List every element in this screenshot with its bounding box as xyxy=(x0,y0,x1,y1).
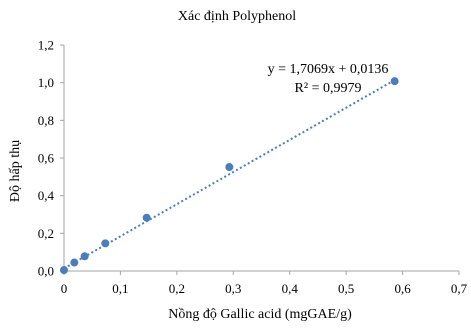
x-tick-label: 0,7 xyxy=(451,281,468,296)
data-point xyxy=(80,252,89,261)
y-axis-title: Độ hấp thụ xyxy=(8,140,23,202)
trendline xyxy=(63,79,396,270)
trendline-r-squared: R² = 0,9979 xyxy=(295,81,362,96)
x-tick-label: 0,3 xyxy=(225,281,241,296)
trendline-group xyxy=(63,79,396,270)
y-tick-label: 0,0 xyxy=(38,264,54,279)
data-point xyxy=(390,77,399,86)
y-tick-label: 1,2 xyxy=(38,38,54,53)
axes xyxy=(60,44,460,275)
data-point xyxy=(142,213,151,222)
y-tick-label: 0,8 xyxy=(38,113,54,128)
y-tick-label: 0,2 xyxy=(38,226,54,241)
data-point xyxy=(60,266,68,275)
data-point xyxy=(101,239,110,248)
data-point xyxy=(70,258,79,267)
y-tick-label: 1,0 xyxy=(38,75,54,90)
x-tick-label: 0 xyxy=(61,281,68,296)
x-axis-title: Nồng độ Gallic acid (mgGAE/g) xyxy=(168,307,352,322)
x-tick-labels: 0 0,1 0,2 0,3 0,4 0,5 0,6 0,7 xyxy=(61,281,468,296)
y-tick-labels: 0,0 0,2 0,4 0,6 0,8 1,0 1,2 xyxy=(38,38,55,279)
data-points xyxy=(60,77,399,275)
x-tick-label: 0,6 xyxy=(394,281,411,296)
chart-title: Xác định Polyphenol xyxy=(178,9,296,24)
x-tick-label: 0,4 xyxy=(282,281,299,296)
x-tick-label: 0,1 xyxy=(112,281,128,296)
x-tick-label: 0,5 xyxy=(338,281,354,296)
y-tick-label: 0,6 xyxy=(38,151,55,166)
y-tick-label: 0,4 xyxy=(38,188,55,203)
x-tick-label: 0,2 xyxy=(169,281,185,296)
trendline-equation: y = 1,7069x + 0,0136 xyxy=(268,62,389,77)
data-point xyxy=(225,163,234,172)
